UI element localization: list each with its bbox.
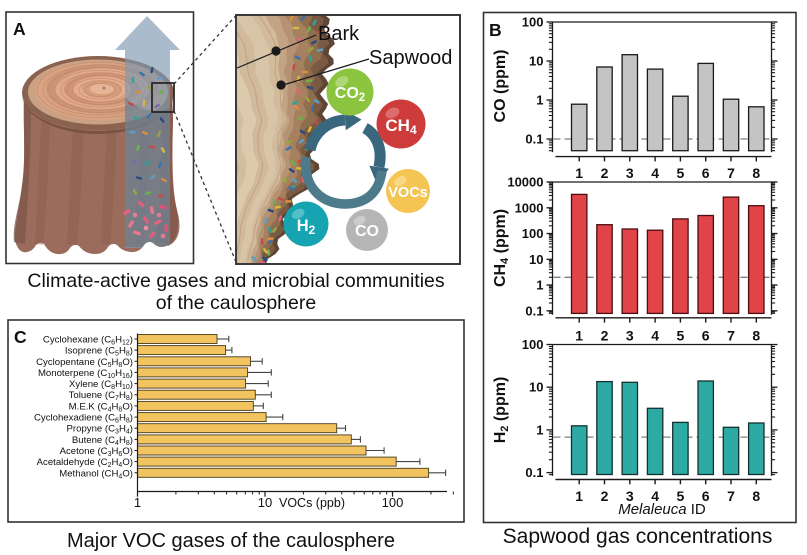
svg-text:10: 10 [529, 380, 543, 395]
svg-text:7: 7 [727, 488, 735, 504]
svg-text:Propyne (C3H4): Propyne (C3H4) [67, 424, 133, 436]
svg-text:5: 5 [677, 488, 685, 504]
svg-text:100: 100 [382, 495, 404, 510]
svg-text:2: 2 [601, 328, 609, 344]
svg-text:CO2: CO2 [335, 85, 365, 104]
svg-text:4: 4 [651, 488, 659, 504]
svg-text:1000: 1000 [515, 200, 544, 215]
svg-text:8: 8 [752, 328, 760, 344]
svg-text:3: 3 [626, 328, 634, 344]
svg-text:Monoterpene (C10H16): Monoterpene (C10H16) [38, 368, 133, 380]
svg-text:4: 4 [651, 165, 659, 181]
svg-text:1: 1 [134, 495, 141, 510]
svg-text:VOCs: VOCs [388, 185, 428, 201]
svg-text:Cyclohexadiene (C6H8): Cyclohexadiene (C6H8) [34, 413, 133, 425]
svg-text:1: 1 [575, 488, 583, 504]
svg-text:100: 100 [522, 15, 544, 30]
svg-text:CH4: CH4 [385, 116, 417, 137]
svg-text:0.1: 0.1 [525, 465, 543, 480]
svg-text:Sapwood: Sapwood [369, 47, 452, 69]
svg-text:4: 4 [651, 328, 659, 344]
svg-text:10: 10 [258, 495, 272, 510]
svg-text:1: 1 [536, 278, 543, 293]
svg-text:6: 6 [702, 488, 710, 504]
svg-text:of the caulosphere: of the caulosphere [156, 292, 316, 314]
svg-text:6: 6 [702, 328, 710, 344]
svg-text:VOCs (ppb): VOCs (ppb) [279, 496, 345, 510]
svg-text:Methanol (CH4O): Methanol (CH4O) [59, 468, 133, 480]
svg-text:100: 100 [522, 337, 544, 352]
svg-text:H2 (ppm): H2 (ppm) [492, 377, 511, 444]
svg-text:Xylene (C8H10): Xylene (C8H10) [69, 379, 133, 391]
svg-text:CH4 (ppm): CH4 (ppm) [492, 209, 511, 287]
svg-text:Toluene (C7H8): Toluene (C7H8) [69, 390, 133, 402]
svg-text:Climate-active gases and micro: Climate-active gases and microbial commu… [27, 270, 444, 292]
svg-text:10: 10 [529, 54, 543, 69]
svg-text:7: 7 [727, 165, 735, 181]
svg-text:CO: CO [355, 223, 379, 240]
svg-text:A: A [13, 19, 26, 39]
svg-text:B: B [489, 20, 502, 40]
svg-text:Major VOC gases of the caulosp: Major VOC gases of the caulosphere [67, 530, 395, 552]
svg-text:5: 5 [677, 328, 685, 344]
svg-text:1: 1 [575, 328, 583, 344]
svg-text:8: 8 [752, 165, 760, 181]
svg-text:2: 2 [601, 165, 609, 181]
svg-text:3: 3 [626, 488, 634, 504]
svg-text:Bark: Bark [318, 23, 360, 45]
svg-text:Sapwood gas concentrations: Sapwood gas concentrations [503, 525, 773, 548]
svg-text:Cyclohexane (C6H12): Cyclohexane (C6H12) [43, 335, 133, 347]
svg-text:10000: 10000 [507, 175, 543, 190]
svg-text:CO (ppm): CO (ppm) [492, 50, 509, 123]
svg-text:Acetone (C3H6O): Acetone (C3H6O) [60, 446, 133, 458]
svg-text:0.1: 0.1 [525, 132, 543, 147]
svg-text:2: 2 [601, 488, 609, 504]
svg-text:0.1: 0.1 [525, 303, 543, 318]
svg-text:100: 100 [522, 226, 544, 241]
svg-text:10: 10 [529, 252, 543, 267]
svg-text:6: 6 [702, 165, 710, 181]
svg-text:Melaleuca ID: Melaleuca ID [618, 501, 706, 518]
svg-text:Isoprene (C5H8): Isoprene (C5H8) [65, 346, 133, 358]
svg-text:M.E.K (C4H8O): M.E.K (C4H8O) [69, 401, 133, 413]
svg-text:1: 1 [536, 93, 543, 108]
svg-text:1: 1 [575, 165, 583, 181]
svg-text:5: 5 [677, 165, 685, 181]
svg-text:7: 7 [727, 328, 735, 344]
svg-text:3: 3 [626, 165, 634, 181]
svg-text:C: C [14, 327, 27, 347]
svg-text:8: 8 [752, 488, 760, 504]
svg-text:1: 1 [536, 422, 543, 437]
